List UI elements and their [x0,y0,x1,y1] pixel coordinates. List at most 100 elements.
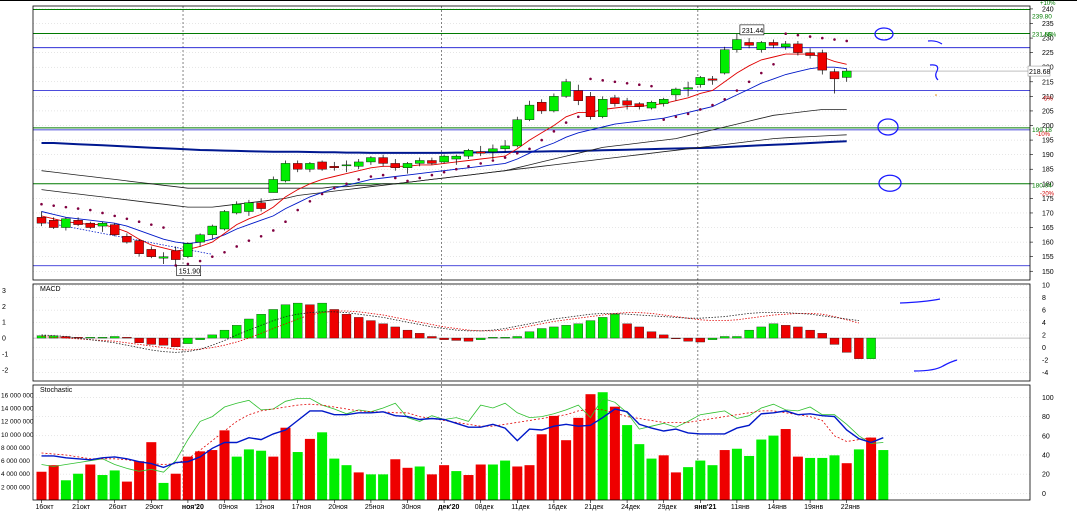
macd-right-tick-label: 2 [1042,332,1046,339]
macd-histogram-bar [280,304,291,339]
panel-border-1 [32,5,1031,281]
stoch-tick-label: 100 [1042,395,1054,402]
candle-body [293,163,303,170]
sar-dot [613,80,617,84]
volume-bar [48,465,59,500]
candle [671,87,681,101]
candle-body [793,43,803,53]
candle [646,100,657,110]
candle [598,96,608,119]
sar-dot [699,108,702,111]
annotation-circle-mid [877,118,899,136]
candle-body [610,97,620,104]
candle-body [402,163,413,168]
candle [744,38,754,49]
volume-tick-label: 6 000 000 [1,458,30,465]
candle [390,159,400,171]
candle-body [158,256,169,259]
x-tick-label: 24дек [621,504,641,511]
x-tick-label: 21дек [585,504,605,511]
volume-bar [670,472,681,500]
macd-histogram-bar [305,304,315,339]
macd-histogram-bar [683,337,693,342]
sar-dot [406,179,409,183]
candle [768,39,779,49]
volume-bar [231,456,242,500]
volume-bar [439,465,450,500]
candle-body [390,163,400,168]
volume-bar [182,456,193,500]
price-tick-label: 190 [1042,152,1054,159]
macd-histogram-bar [232,325,242,339]
volume-bar [280,427,291,500]
current-price-box [1027,65,1051,77]
candle [244,199,254,216]
volume-bar [658,455,669,500]
macd-left-tick-label: 2 [2,304,6,311]
candle-body [622,100,632,106]
candle-body [671,88,681,96]
volume-bar [524,465,535,500]
sar-dot [162,226,165,229]
volume-bar [256,450,267,500]
sar-dot [247,239,251,242]
indicator-lines-layer [41,53,847,255]
candle [293,160,303,173]
annotation-stroke-4 [913,359,958,372]
macd-right-tick-label: 6 [1042,308,1046,315]
candle [109,223,120,237]
macd-histogram-bar [378,323,388,339]
volume-bar [683,467,694,500]
stoch-green-line [41,397,884,473]
volume-bar [780,429,791,500]
candle-body [695,77,705,85]
macd-histogram-bar [598,317,608,339]
macd-histogram-bar [793,326,803,339]
candle [219,210,230,231]
candle-body [744,42,754,46]
candle [427,157,437,165]
volume-bar [134,461,145,500]
candle-body [36,217,47,224]
macd-histogram-bar [317,302,327,339]
candle [97,221,108,232]
sar-dot [150,223,153,226]
volume-tick-label: 12 000 000 [1,419,34,426]
candle-body [415,160,425,164]
macd-histogram-bar [415,333,425,339]
panel-border-2 [32,283,1031,382]
volume-bar [414,466,425,500]
volume-bar [426,474,437,500]
volume-tick-label: 14 000 000 [1,406,34,413]
price-tick-label: 200 [1042,123,1054,130]
candle-body [805,52,815,56]
macd-left-tick-label: -1 [2,351,8,358]
macd-right-tick-label: -2 [1042,357,1048,364]
candle [781,40,791,50]
candle [585,91,596,120]
volume-bar [219,430,230,500]
volume-bar [561,440,572,500]
candle [537,99,547,114]
volume-bar [866,437,877,500]
stoch-blue-line [41,408,884,469]
macd-histogram-bar [646,331,657,339]
candle [573,84,583,106]
volume-bar [109,470,120,500]
x-tick-label: 22янв [841,504,860,511]
macd-histogram-bar [585,320,596,339]
candle-body [170,250,181,260]
macd-histogram-bar [610,314,620,339]
sar-dot [516,151,519,155]
annotation-dot [935,94,937,96]
candle [268,176,278,193]
macd-histogram-bar [671,337,681,340]
volume-bar [548,415,559,500]
stoch-tick-label: 40 [1042,452,1050,459]
candle [451,154,461,165]
macd-histogram-bar [817,333,827,339]
sar-dot [40,202,43,206]
macd-histogram-bar [622,323,632,339]
macd-histogram-bar [219,329,230,339]
